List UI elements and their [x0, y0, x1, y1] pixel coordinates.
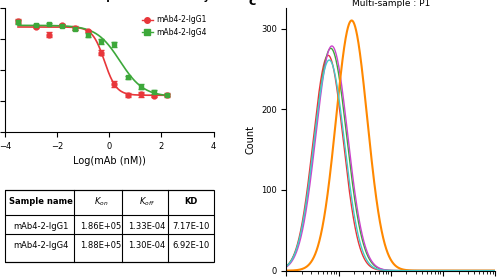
Text: 1.33E-04: 1.33E-04: [128, 222, 166, 231]
Text: 1.86E+05: 1.86E+05: [80, 222, 122, 231]
Text: Sample name: Sample name: [8, 197, 72, 206]
Text: mAb4-2-IgG4: mAb4-2-IgG4: [13, 241, 68, 251]
Text: $K_{on}$: $K_{on}$: [94, 195, 108, 208]
Text: $K_{off}$: $K_{off}$: [139, 195, 155, 208]
Text: 6.92E-10: 6.92E-10: [172, 241, 209, 251]
Text: mAb4-2-IgG1: mAb4-2-IgG1: [13, 222, 68, 231]
Title: Inhibition of TF-1 proliferation assay: Inhibition of TF-1 proliferation assay: [8, 0, 210, 2]
Text: c: c: [249, 0, 256, 8]
Text: 7.17E-10: 7.17E-10: [172, 222, 210, 231]
Text: KD: KD: [184, 197, 198, 206]
Y-axis label: Count: Count: [246, 125, 256, 154]
Text: 1.30E-04: 1.30E-04: [128, 241, 166, 251]
Text: 1.88E+05: 1.88E+05: [80, 241, 122, 251]
X-axis label: Log(mAb (nM)): Log(mAb (nM)): [73, 156, 146, 166]
Bar: [5, 190, 214, 263]
Legend: mAb4-2-IgG1, mAb4-2-IgG4: mAb4-2-IgG1, mAb4-2-IgG4: [138, 12, 210, 40]
Title: Multi-sample : P1: Multi-sample : P1: [352, 0, 430, 8]
